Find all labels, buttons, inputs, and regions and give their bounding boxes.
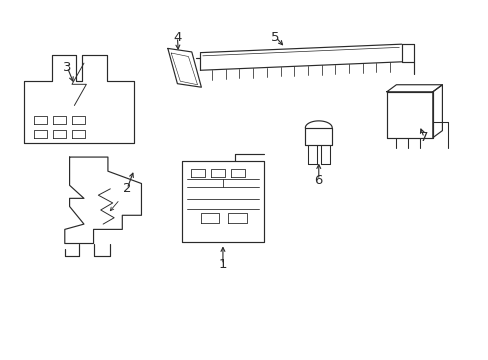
Text: 6: 6 [314, 174, 322, 186]
Text: 3: 3 [63, 60, 71, 73]
Text: 5: 5 [271, 31, 279, 44]
Text: 1: 1 [218, 258, 227, 271]
Text: 2: 2 [122, 182, 131, 195]
Text: 4: 4 [173, 31, 181, 44]
Text: 7: 7 [419, 131, 427, 144]
